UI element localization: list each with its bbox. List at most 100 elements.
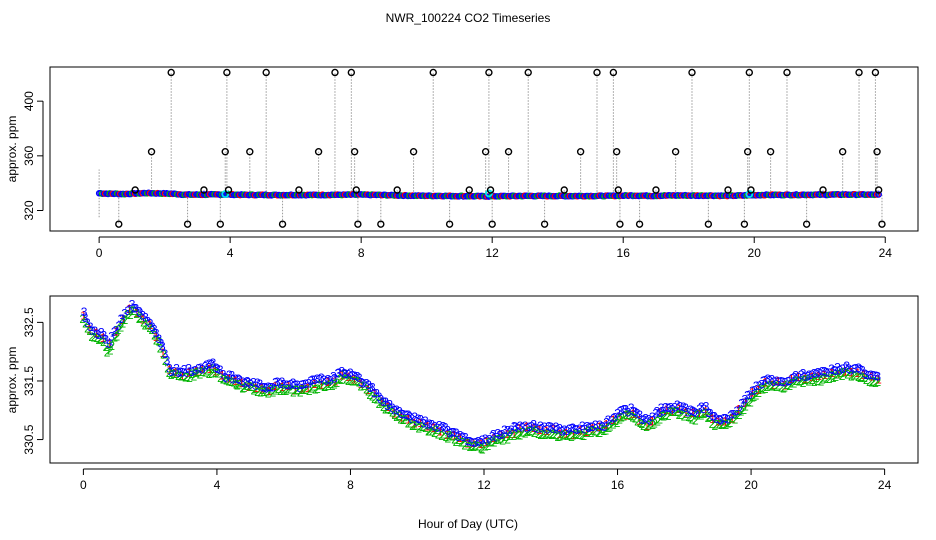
bottom-series-2-point: 2 [318,379,325,393]
bottom-series-3-point: 3 [778,375,785,389]
bottom-series-2-point: 2 [506,429,513,443]
bottom-series-2-point: 2 [766,379,773,393]
bottom-series-2-point: 2 [616,413,623,427]
bottom-series-3-point: 3 [524,421,531,435]
bottom-series-3-point: 3 [405,408,412,422]
bottom-series-2-point: 2 [250,383,257,397]
bottom-series-3-point: 3 [356,371,363,385]
bottom-series-2-point: 2 [212,366,219,380]
bottom-series-1-point: 1 [431,421,438,435]
bottom-series-2-point: 2 [668,405,675,419]
bottom-series-3-point: 3 [305,376,312,390]
bottom-series-3-point: 3 [694,407,701,421]
top-flagged-point [223,68,231,77]
bottom-series-2-point: 2 [151,328,158,342]
bottom-series-2-point: 2 [522,426,529,440]
top-flagged-point [855,68,863,77]
bottom-series-2-point: 2 [183,370,190,384]
bottom-series-2-point: 2 [411,419,418,433]
bottom-series-3-point: 3 [874,370,881,384]
bottom-series-2-point: 2 [800,376,807,390]
bottom-series-2-point: 2 [234,379,241,393]
bottom-series-3-point: 3 [121,306,128,320]
bottom-series-3-point: 3 [823,365,830,379]
bottom-series-2-point: 2 [607,420,614,434]
bottom-series-1-point: 1 [511,427,518,441]
top-flagged-point [393,186,401,194]
bottom-series-3-point: 3 [447,426,454,440]
bottom-series-3-point: 3 [318,371,325,385]
top-x-tick-label: 4 [227,246,234,260]
top-flagged-point [688,68,696,77]
bottom-series-2-point: 2 [444,432,451,446]
top-flagged-point [704,220,713,228]
bottom-series-3-point: 3 [507,425,514,439]
bottom-series-2-point: 2 [804,373,811,387]
bottom-series-2-point: 2 [606,421,613,435]
bottom-series-3-point: 3 [596,418,603,432]
bottom-x-tick-label: 0 [80,478,87,492]
bottom-series-3-point: 3 [537,419,544,433]
bottom-series-3-point: 3 [677,399,684,413]
bottom-series-3-point: 3 [618,404,625,418]
bottom-series-2-point: 2 [334,376,341,390]
bottom-series-2-point: 2 [193,366,200,380]
bottom-series-3-point: 3 [376,390,383,404]
bottom-series-2-point: 2 [780,381,787,395]
bottom-x-tick-label: 24 [878,478,892,492]
bottom-series-1-point: 1 [504,427,511,441]
bottom-series-2-point: 2 [91,330,98,344]
bottom-series-3-point: 3 [601,420,608,434]
bottom-series-3-point: 3 [512,420,519,434]
bottom-series-3-point: 3 [131,302,138,316]
top-flagged-point [504,148,513,156]
bottom-series-1-point: 1 [86,323,93,337]
top-flagged-point [314,148,323,156]
bottom-series-2-point: 2 [747,395,754,409]
top-flagged-point [465,186,473,194]
bottom-series-2-point: 2 [698,409,705,423]
bottom-series-2-point: 2 [806,375,813,389]
bottom-series-2-point: 2 [677,408,684,422]
figure-title: NWR_100224 CO2 Timeseries [386,11,551,25]
top-flagged-point [747,186,755,194]
bottom-series-2-point: 2 [798,374,805,388]
top-flagged-point [295,186,303,194]
bottom-series-2-point: 2 [853,369,860,383]
bottom-series-3-point: 3 [145,315,152,329]
bottom-series-3-point: 3 [327,373,334,387]
bottom-series-1-point: 1 [478,437,485,451]
bottom-x-tick-label: 8 [347,478,354,492]
bottom-series-2-point: 2 [590,423,597,437]
bottom-series-2-point: 2 [146,321,153,335]
bottom-panel: 1232323123232312323231232323123232312323… [5,295,919,492]
bottom-series-1-point: 1 [861,368,868,382]
bottom-series-3-point: 3 [873,369,880,383]
bottom-series-2-point: 2 [855,370,862,384]
bottom-series-3-point: 3 [658,401,665,415]
bottom-series-3-point: 3 [760,374,767,388]
bottom-series-1-point: 1 [232,374,239,388]
bottom-series-2-point: 2 [413,419,420,433]
bottom-series-2-point: 2 [634,414,641,428]
bottom-series-2-point: 2 [612,414,619,428]
bottom-series-2-point: 2 [863,373,870,387]
bottom-series-3-point: 3 [360,377,367,391]
bottom-series-3-point: 3 [442,421,449,435]
bottom-series-3-point: 3 [210,356,217,370]
bottom-series-2-point: 2 [835,368,842,382]
bottom-series-3-point: 3 [349,369,356,383]
bottom-series-3-point: 3 [749,384,756,398]
top-flagged-point [871,68,880,77]
bottom-series-3-point: 3 [576,422,583,436]
bottom-series-2-point: 2 [632,412,639,426]
bottom-series-3-point: 3 [433,421,440,435]
bottom-series-3-point: 3 [429,417,436,431]
bottom-series-2-point: 2 [709,417,716,431]
bottom-series-1-point: 1 [815,369,822,383]
bottom-series-3-point: 3 [511,420,518,434]
bottom-series-1-point: 1 [305,381,312,395]
bottom-series-3-point: 3 [628,401,635,415]
bottom-series-1-point: 1 [577,423,584,437]
bottom-series-2-point: 2 [175,369,182,383]
